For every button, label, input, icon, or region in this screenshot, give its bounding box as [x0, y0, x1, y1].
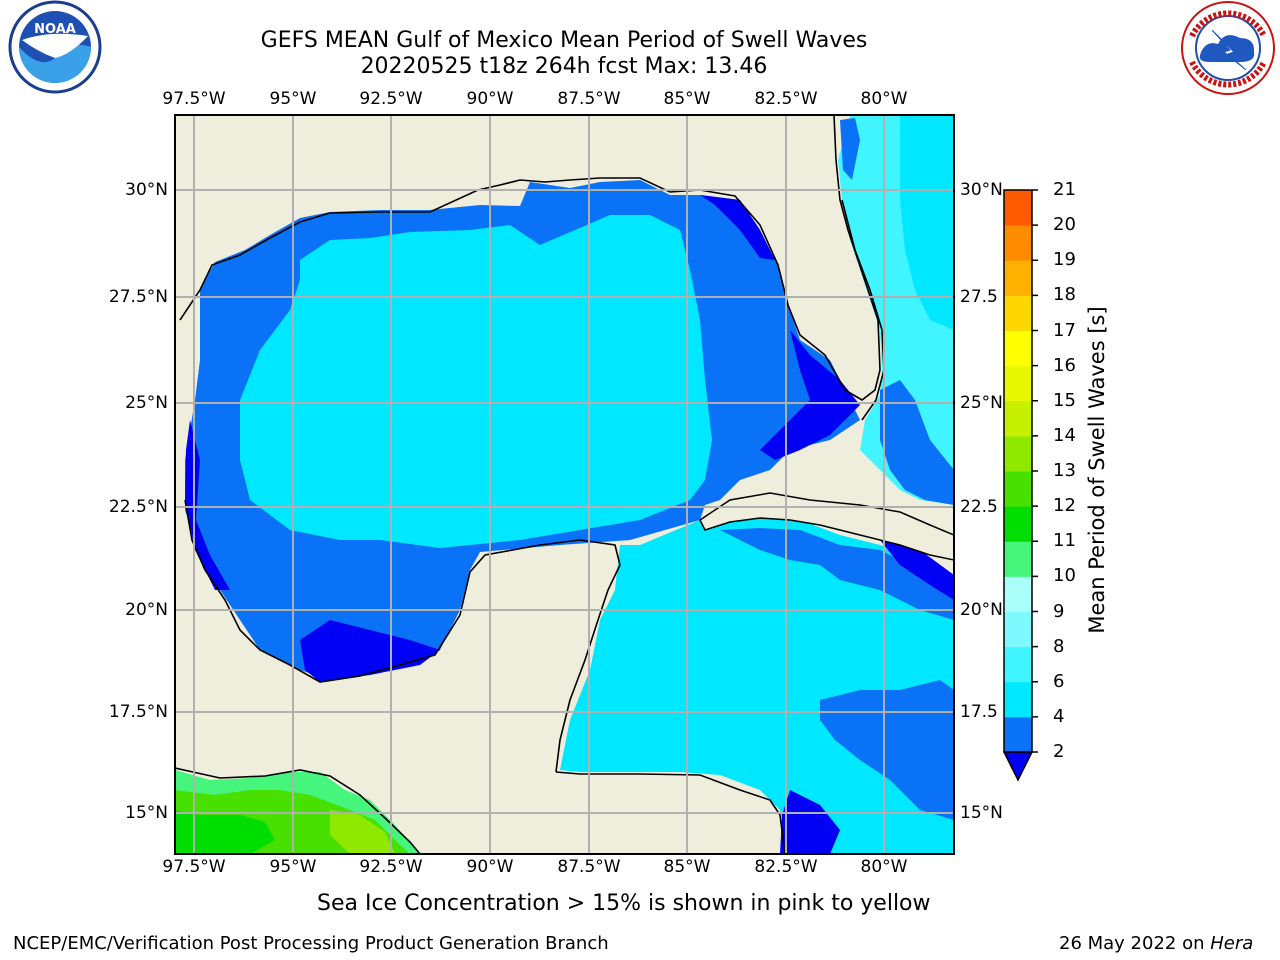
lon-label-bottom: 92.5°W [359, 857, 423, 877]
colorbar-segment [1004, 506, 1032, 542]
colorbar-segment [1004, 295, 1032, 331]
gulf-water-core [240, 215, 712, 548]
colorbar-tick-label: 4 [1053, 705, 1065, 727]
colorbar-tick-label: 11 [1053, 530, 1076, 552]
caribbean-water [560, 515, 954, 854]
lon-label-top: 82.5°W [754, 89, 818, 109]
lat-label-right: 17.5 [960, 702, 998, 722]
lat-label-left: 17.5°N [108, 702, 168, 722]
lon-label-top: 85°W [663, 89, 711, 109]
lon-label-bottom: 82.5°W [754, 857, 818, 877]
cuba-land [699, 492, 954, 561]
lat-label-left: 22.5°N [108, 497, 168, 517]
colorbar-under-arrow [1002, 751, 1034, 782]
lat-label-right: 20°N [960, 600, 1003, 620]
lon-label-bottom: 80°W [860, 857, 908, 877]
colorbar-title: Mean Period of Swell Waves [s] [1085, 306, 1109, 634]
lon-label-top: 80°W [860, 89, 908, 109]
lon-label-bottom: 95°W [269, 857, 317, 877]
colorbar [1002, 189, 1038, 782]
colorbar-tick-label: 8 [1053, 635, 1065, 657]
footer-note: Sea Ice Concentration > 15% is shown in … [317, 891, 931, 916]
lat-label-right: 27.5 [960, 287, 998, 307]
colorbar-segment [1004, 576, 1032, 612]
colorbar-segment [1004, 225, 1032, 261]
colorbar-segment [1004, 681, 1032, 718]
colorbar-tick-label: 12 [1053, 495, 1076, 517]
lat-label-right: 15°N [960, 803, 1003, 823]
footer-host: Hera [1210, 933, 1254, 954]
colorbar-segment [1004, 365, 1032, 402]
nws-logo-icon [1181, 1, 1275, 95]
colorbar-tick-label: 18 [1053, 284, 1076, 306]
lat-label-left: 15°N [125, 803, 168, 823]
colorbar-segment [1004, 435, 1032, 472]
noaa-logo-text: NOAA [34, 22, 76, 37]
lon-label-top: 97.5°W [162, 89, 226, 109]
footer-date: 26 May 2022 on Hera [1059, 933, 1253, 954]
lon-label-bottom: 97.5°W [162, 857, 226, 877]
colorbar-tick-label: 19 [1053, 249, 1076, 271]
lon-label-top: 95°W [269, 89, 317, 109]
colorbar-tick-label: 15 [1053, 389, 1076, 411]
footer-credit: NCEP/EMC/Verification Post Processing Pr… [13, 933, 609, 954]
colorbar-tick-label: 21 [1053, 179, 1076, 200]
lat-label-right: 25°N [960, 393, 1003, 413]
map-area [175, 115, 954, 854]
colorbar-tick-label: 17 [1053, 319, 1076, 341]
lon-label-bottom: 87.5°W [557, 857, 621, 877]
colorbar-tick-label: 2 [1053, 741, 1065, 762]
chart-subtitle: 20220525 t18z 264h fcst Max: 13.46 [360, 54, 768, 79]
lat-label-left: 25°N [125, 393, 168, 413]
colorbar-tick-label: 10 [1053, 565, 1076, 587]
colorbar-segment [1004, 716, 1032, 753]
map-frame [174, 114, 955, 855]
lat-label-left: 27.5°N [108, 287, 168, 307]
colorbar-tick-label: 9 [1053, 600, 1065, 622]
lon-label-top: 92.5°W [359, 89, 423, 109]
lon-label-top: 90°W [466, 89, 514, 109]
colorbar-segment [1004, 260, 1032, 296]
colorbar-segment [1004, 611, 1032, 648]
lon-label-bottom: 85°W [663, 857, 711, 877]
lat-label-left: 30°N [125, 180, 168, 200]
colorbar-segment [1004, 471, 1032, 507]
colorbar-tick-label: 6 [1053, 670, 1065, 692]
colorbar-segment [1004, 190, 1032, 226]
colorbar-segment [1004, 330, 1032, 367]
noaa-logo-icon: NOAA [8, 0, 102, 94]
chart-title: GEFS MEAN Gulf of Mexico Mean Period of … [260, 28, 868, 53]
colorbar-segment [1004, 400, 1032, 437]
lat-label-left: 20°N [125, 600, 168, 620]
colorbar-tick-label: 20 [1053, 214, 1076, 236]
colorbar-tick-label: 13 [1053, 460, 1076, 481]
colorbar-tick-label: 16 [1053, 354, 1076, 376]
lat-label-right: 22.5 [960, 497, 998, 517]
lon-label-bottom: 90°W [466, 857, 514, 877]
map-gridlines [175, 115, 954, 854]
lon-label-top: 87.5°W [557, 89, 621, 109]
colorbar-segment [1004, 646, 1032, 683]
colorbar-segment [1004, 541, 1032, 577]
footer-date-text: 26 May 2022 on [1059, 933, 1211, 954]
colorbar-tick-label: 14 [1053, 424, 1076, 446]
lat-label-right: 30°N [960, 180, 1003, 200]
